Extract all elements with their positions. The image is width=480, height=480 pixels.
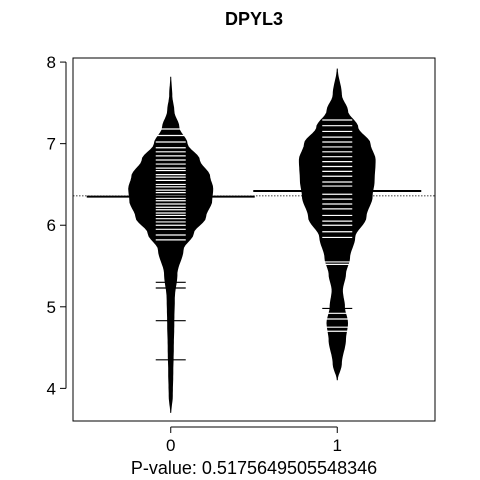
y-tick-label: 5: [47, 298, 56, 317]
x-tick-label: 1: [333, 436, 342, 455]
bean-shape-0: [128, 76, 214, 413]
bean-0: [86, 76, 255, 413]
y-tick-label: 4: [47, 379, 56, 398]
bean-shape-1: [298, 68, 376, 381]
y-tick-label: 6: [47, 216, 56, 235]
chart-title: DPYL3: [225, 9, 283, 29]
x-axis-label: P-value: 0.5175649505548346: [131, 458, 377, 478]
x-tick-label: 0: [166, 436, 175, 455]
y-axis: 4 5 6 7 8: [47, 53, 67, 398]
plot-area: [73, 68, 435, 413]
y-tick-label: 7: [47, 135, 56, 154]
y-tick-label: 8: [47, 53, 56, 72]
plot-frame: [72, 57, 436, 422]
bean-1: [253, 68, 422, 381]
